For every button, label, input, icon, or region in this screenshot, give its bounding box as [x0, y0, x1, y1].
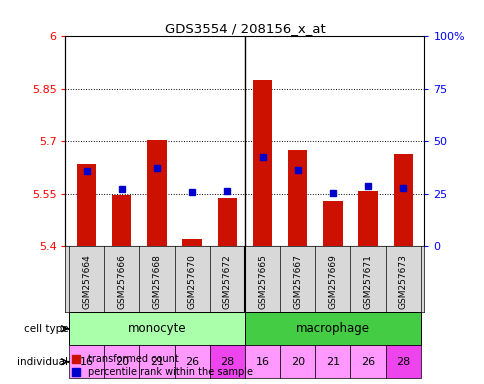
Bar	[280, 345, 315, 378]
Bar	[358, 191, 377, 246]
Text: 20: 20	[115, 357, 129, 367]
Text: 16: 16	[255, 357, 269, 367]
Text: cell type: cell type	[24, 324, 68, 334]
Bar	[322, 201, 342, 246]
Bar	[104, 345, 139, 378]
Text: GSM257671: GSM257671	[363, 254, 372, 309]
Bar	[385, 345, 420, 378]
Text: 21: 21	[325, 357, 339, 367]
Text: GSM257672: GSM257672	[222, 254, 231, 309]
Text: 26: 26	[185, 357, 199, 367]
Bar	[350, 345, 385, 378]
Text: 21: 21	[150, 357, 164, 367]
Text: GSM257664: GSM257664	[82, 254, 91, 309]
Text: GSM257667: GSM257667	[293, 254, 302, 309]
Text: 20: 20	[290, 357, 304, 367]
Text: GSM257666: GSM257666	[117, 254, 126, 309]
Legend: transformed count, percentile rank within the sample: transformed count, percentile rank withi…	[70, 353, 254, 379]
Bar	[69, 312, 244, 345]
Text: macrophage: macrophage	[295, 322, 369, 335]
Bar	[287, 150, 307, 246]
Bar	[139, 345, 174, 378]
Bar	[112, 195, 131, 246]
Bar	[244, 345, 280, 378]
Text: GSM257670: GSM257670	[187, 254, 196, 309]
Bar	[393, 154, 412, 246]
Text: GSM257669: GSM257669	[328, 254, 337, 309]
Bar	[69, 345, 104, 378]
Bar	[217, 198, 237, 246]
Bar	[77, 164, 96, 246]
Bar	[182, 239, 201, 246]
Bar	[209, 345, 244, 378]
Bar	[315, 345, 350, 378]
Text: 28: 28	[220, 357, 234, 367]
Text: GSM257673: GSM257673	[398, 254, 407, 309]
Bar	[147, 140, 166, 246]
Bar	[244, 312, 420, 345]
Text: GSM257668: GSM257668	[152, 254, 161, 309]
Title: GDS3554 / 208156_x_at: GDS3554 / 208156_x_at	[164, 22, 325, 35]
Text: GSM257665: GSM257665	[257, 254, 267, 309]
Bar	[174, 345, 209, 378]
Text: monocyte: monocyte	[127, 322, 186, 335]
Bar	[252, 80, 272, 246]
Text: 26: 26	[360, 357, 374, 367]
Text: 28: 28	[395, 357, 409, 367]
Text: individual: individual	[17, 357, 68, 367]
Text: 16: 16	[79, 357, 93, 367]
